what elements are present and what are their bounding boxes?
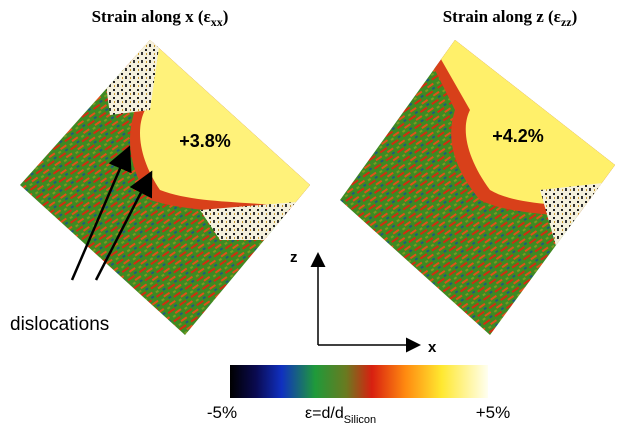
strain-map — [340, 40, 615, 335]
colorbar-label: +5% — [476, 403, 511, 422]
strain-value: +4.2% — [492, 126, 544, 146]
panel-title: Strain along x (εxx) — [92, 7, 229, 29]
strain-map — [20, 40, 310, 335]
axis-label: z — [290, 249, 298, 266]
colorbar — [230, 365, 488, 398]
panel-title: Strain along z (εzz) — [443, 7, 578, 29]
axis-label: x — [428, 339, 437, 356]
colorbar-label: -5% — [207, 403, 237, 422]
annotation: dislocations — [10, 314, 109, 335]
arrow — [94, 170, 153, 281]
strain-value: +3.8% — [179, 131, 231, 151]
colorbar-formula: ε=d/dSilicon — [305, 405, 376, 426]
arrow — [70, 145, 132, 281]
